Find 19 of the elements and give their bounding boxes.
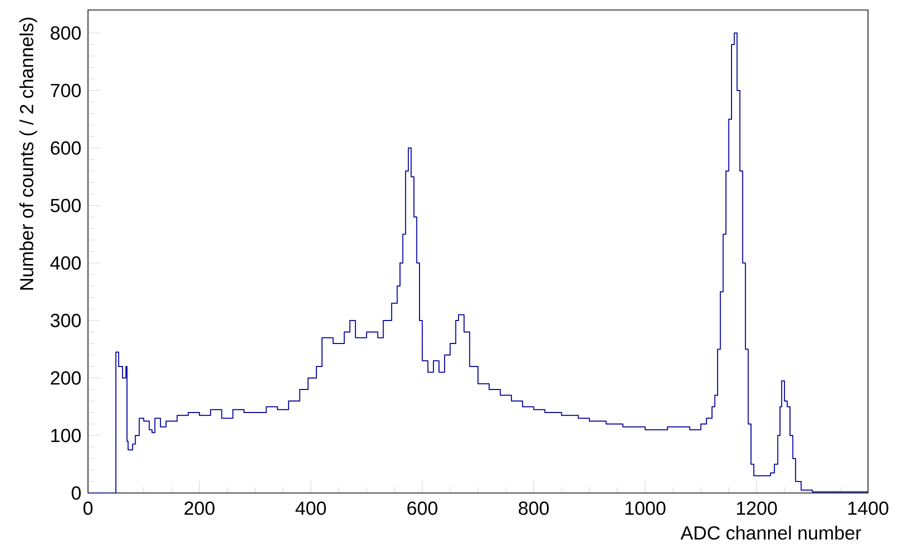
y-tick-label: 100 [51,428,81,442]
y-tick-label: 500 [50,198,81,212]
x-tick-label: 0 [83,502,93,515]
x-tick-label: 1000 [626,502,666,515]
y-tick-label: 0 [72,486,81,500]
y-tick-label: 700 [50,84,81,98]
y-tick-label: 400 [50,256,81,270]
y-axis-title: Number of counts ( / 2 channels) [19,18,38,290]
x-axis-title: ADC channel number [680,526,862,540]
y-tick-label: 800 [50,26,81,40]
y-tick-label: 600 [50,141,81,155]
y-tick-label: 300 [50,314,81,328]
y-tick-label: 200 [50,371,81,385]
x-tick-label: 400 [296,502,326,515]
x-tick-label: 1200 [736,502,777,515]
x-tick-label: 200 [184,502,214,515]
x-tick-label: 800 [518,502,549,515]
x-tick-label: 600 [407,502,438,515]
x-tick-label: 1400 [848,502,888,515]
